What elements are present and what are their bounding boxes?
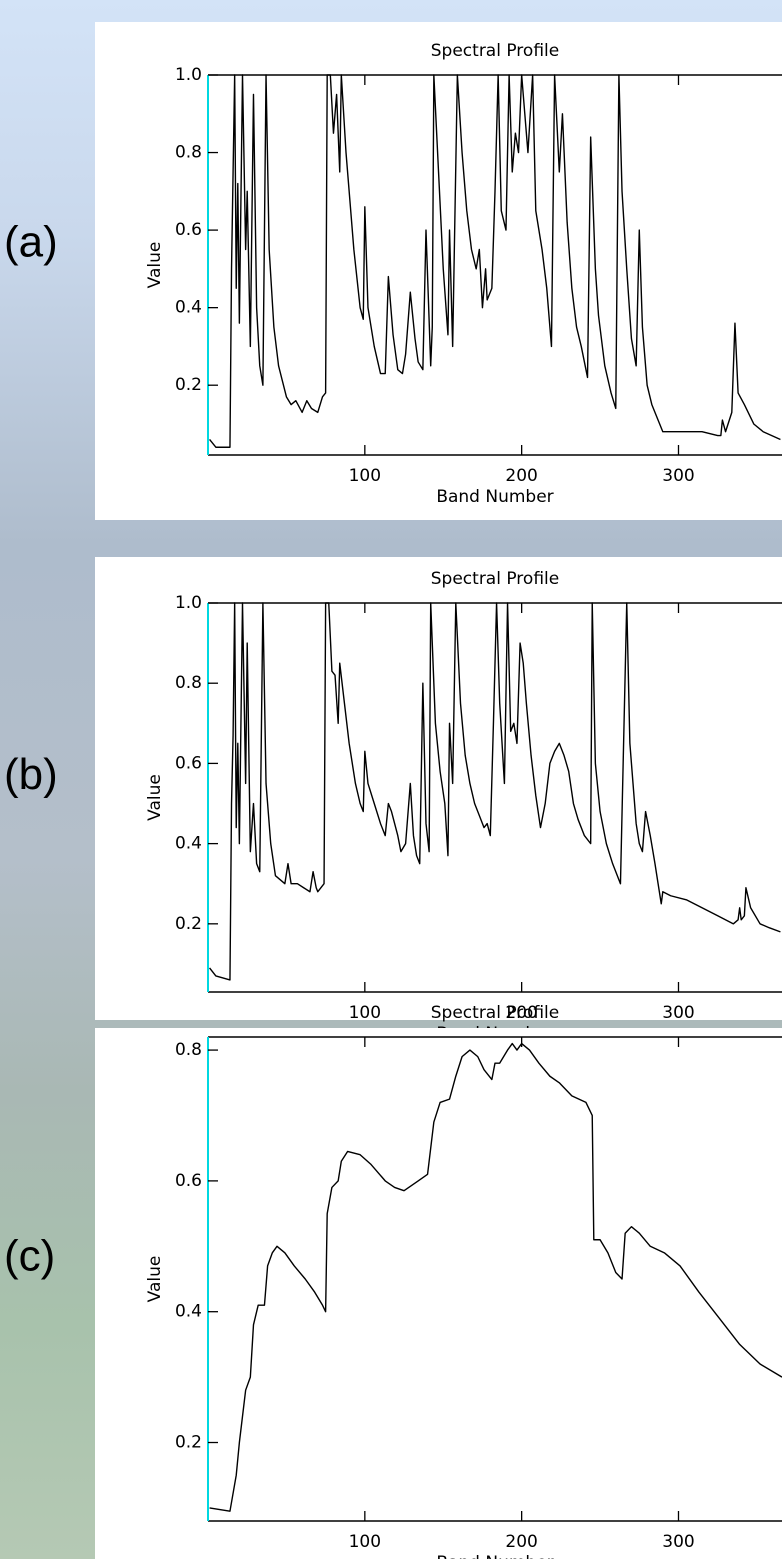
x-tick-label: 200 xyxy=(505,1532,537,1552)
y-tick-label: 0.6 xyxy=(175,1171,202,1191)
x-tick-label: 100 xyxy=(349,1003,381,1023)
chart-title: Spectral Profile xyxy=(431,569,559,589)
panel-label: (b) xyxy=(4,750,58,799)
chart-title: Spectral Profile xyxy=(431,1003,559,1023)
y-tick-label: 0.4 xyxy=(175,834,202,854)
x-tick-label: 100 xyxy=(349,1532,381,1552)
y-axis-label: Value xyxy=(145,242,165,289)
y-tick-label: 0.4 xyxy=(175,1302,202,1322)
y-axis-label: Value xyxy=(145,1256,165,1303)
y-tick-label: 1.0 xyxy=(175,65,202,85)
panel-background xyxy=(95,1028,782,1559)
y-tick-label: 0.8 xyxy=(175,143,202,163)
y-tick-label: 0.6 xyxy=(175,753,202,773)
spectral-line xyxy=(209,1042,782,1512)
panel-background xyxy=(95,22,782,520)
y-tick-label: 0.4 xyxy=(175,298,202,318)
x-tick-label: 300 xyxy=(662,466,694,486)
y-tick-label: 0.8 xyxy=(175,1040,202,1060)
y-tick-label: 0.8 xyxy=(175,673,202,693)
spectral-line xyxy=(209,74,781,448)
x-axis-label: Band Number xyxy=(436,1553,553,1559)
x-tick-label: 200 xyxy=(505,466,537,486)
panel-label: (c) xyxy=(4,1232,55,1281)
panel-label: (a) xyxy=(4,218,58,267)
spectral-line xyxy=(209,602,781,981)
x-tick-label: 200 xyxy=(505,1003,537,1023)
y-axis-label: Value xyxy=(145,774,165,821)
panel-background xyxy=(95,557,782,1020)
x-tick-label: 300 xyxy=(662,1532,694,1552)
chart-panel: Spectral Profile Band Number Value 100 200 30… xyxy=(95,1003,782,1559)
y-tick-label: 0.6 xyxy=(175,220,202,240)
chart-title: Spectral Profile xyxy=(431,41,559,61)
y-tick-label: 0.2 xyxy=(175,375,202,395)
x-axis-label: Band Number xyxy=(436,487,553,507)
chart-panel: Spectral Profile Band Number Value 100 200 30… xyxy=(95,22,782,520)
y-tick-label: 1.0 xyxy=(175,593,202,613)
x-tick-label: 300 xyxy=(662,1003,694,1023)
x-tick-label: 100 xyxy=(349,466,381,486)
y-tick-label: 0.2 xyxy=(175,1433,202,1453)
y-tick-label: 0.2 xyxy=(175,914,202,934)
